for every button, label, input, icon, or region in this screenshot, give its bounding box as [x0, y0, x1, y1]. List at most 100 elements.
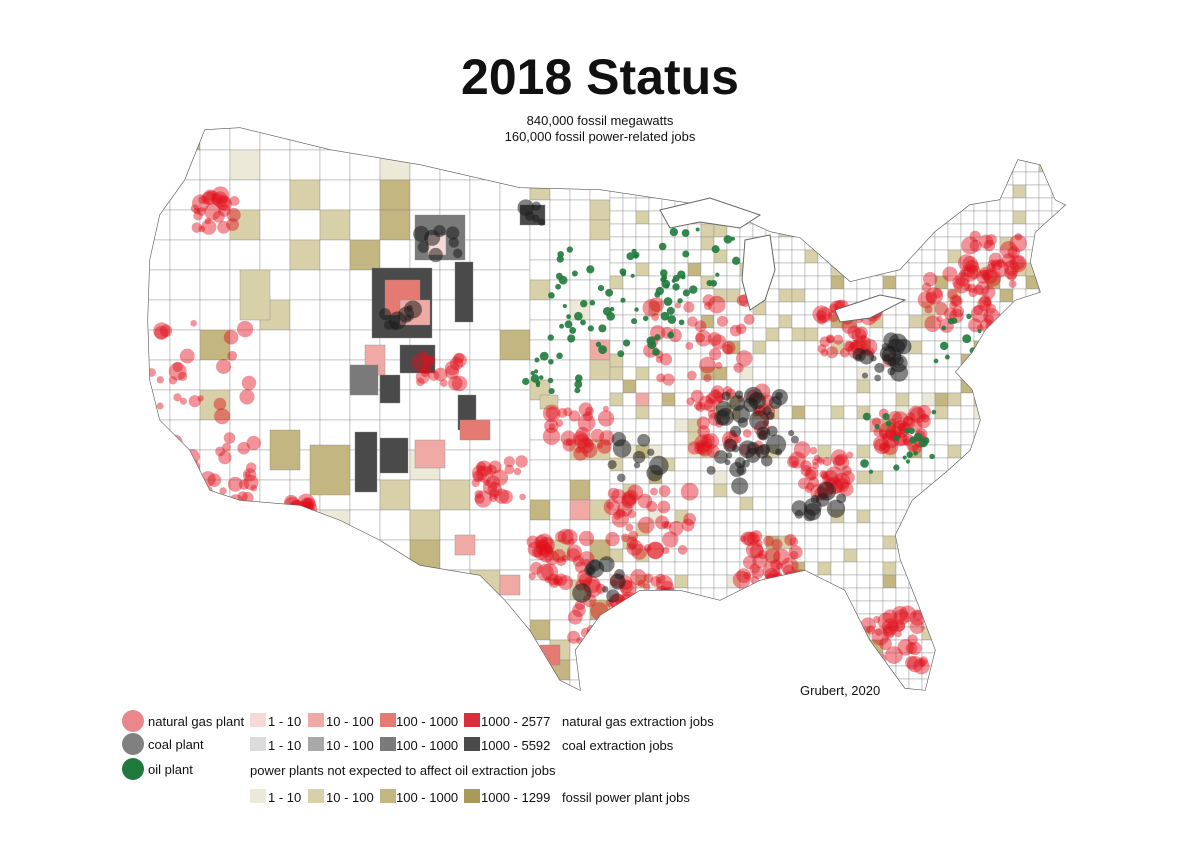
county	[804, 353, 819, 368]
gas-plant-marker	[894, 629, 902, 638]
county	[999, 665, 1014, 680]
county	[843, 145, 858, 160]
county	[791, 314, 806, 329]
gas-plant-marker	[965, 259, 980, 274]
county	[804, 600, 819, 615]
county	[765, 639, 780, 654]
county	[1038, 223, 1053, 238]
county	[973, 600, 988, 615]
county	[379, 374, 401, 404]
county	[169, 479, 201, 511]
gas-plant-marker	[627, 509, 636, 519]
legend-coal-plant-label: coal plant	[148, 737, 204, 752]
county	[791, 249, 806, 264]
gas-plant-marker	[487, 482, 502, 497]
county	[1012, 535, 1027, 550]
coal-plant-marker	[538, 218, 546, 226]
gas-plant-marker	[860, 334, 867, 341]
county	[726, 548, 741, 563]
county	[869, 535, 884, 550]
gas-plant-marker	[585, 406, 594, 416]
gas-plant-marker	[190, 320, 197, 327]
gas-plant-marker	[816, 307, 833, 323]
coal-plant-marker	[874, 374, 882, 382]
county	[569, 659, 591, 681]
coal-plant-marker	[617, 473, 626, 483]
county	[409, 599, 441, 631]
gas-plant-marker	[839, 481, 854, 497]
oil-plant-marker	[548, 387, 555, 395]
coal-plant-marker	[874, 362, 885, 373]
gas-plant-marker	[887, 620, 899, 632]
county	[999, 366, 1014, 381]
county	[622, 353, 637, 368]
county	[830, 379, 845, 394]
county	[349, 128, 381, 151]
gas-plant-marker	[702, 294, 715, 307]
county	[726, 262, 741, 277]
county	[713, 639, 728, 654]
coal-plant-marker	[883, 332, 900, 349]
county	[199, 449, 231, 481]
county	[1064, 236, 1065, 251]
county	[934, 132, 949, 147]
county	[921, 574, 936, 589]
county	[908, 353, 923, 368]
gas-plant-marker	[241, 491, 254, 504]
gas-plant-marker	[578, 572, 593, 587]
county	[752, 587, 767, 602]
county	[1038, 600, 1053, 615]
county	[148, 149, 171, 181]
county	[687, 678, 702, 690]
gas-plant-marker	[542, 404, 561, 423]
county	[843, 639, 858, 654]
gas-plant-marker	[577, 437, 595, 454]
county	[830, 548, 845, 563]
county	[765, 353, 780, 368]
county	[289, 329, 321, 361]
county	[1051, 574, 1065, 589]
gas-plant-marker	[621, 533, 630, 543]
oil-plant-marker	[655, 286, 664, 296]
gas-plant-marker	[879, 443, 886, 450]
county	[700, 128, 715, 134]
gas-plant-marker	[982, 298, 992, 307]
county	[766, 692, 779, 705]
coal-plant-marker	[706, 465, 716, 475]
gas-plant-marker	[544, 576, 552, 584]
oil-plant-marker	[586, 265, 595, 274]
county	[687, 639, 702, 654]
county	[1025, 652, 1040, 667]
gas-plant-marker	[284, 509, 299, 523]
county	[713, 665, 728, 680]
county	[589, 459, 611, 481]
gas-plant-marker	[611, 631, 627, 647]
county	[648, 249, 663, 264]
county	[960, 132, 975, 147]
coal-plant-marker	[721, 391, 731, 401]
oil-plant-marker	[634, 307, 639, 312]
oil-plant-marker	[671, 278, 676, 283]
gas-plant-marker	[290, 505, 301, 516]
gas-plant-marker	[958, 254, 975, 271]
county	[674, 418, 689, 433]
county	[895, 262, 910, 277]
gas-plant-marker	[590, 428, 605, 443]
gas-plant-marker	[843, 340, 855, 352]
county	[529, 619, 551, 641]
oil-plant-marker	[667, 315, 677, 324]
gas-plant-marker	[422, 355, 435, 368]
county	[908, 470, 923, 485]
gas-plant-marker	[245, 462, 257, 473]
county	[648, 431, 663, 446]
county	[986, 561, 1001, 576]
county	[921, 249, 936, 264]
oil-plant-marker	[530, 374, 540, 383]
county	[1012, 132, 1027, 147]
county	[934, 145, 949, 160]
gas-plant-marker	[630, 569, 647, 586]
county	[765, 678, 780, 690]
county	[1012, 496, 1027, 511]
county	[804, 275, 819, 290]
gas-plant-marker	[215, 194, 231, 210]
